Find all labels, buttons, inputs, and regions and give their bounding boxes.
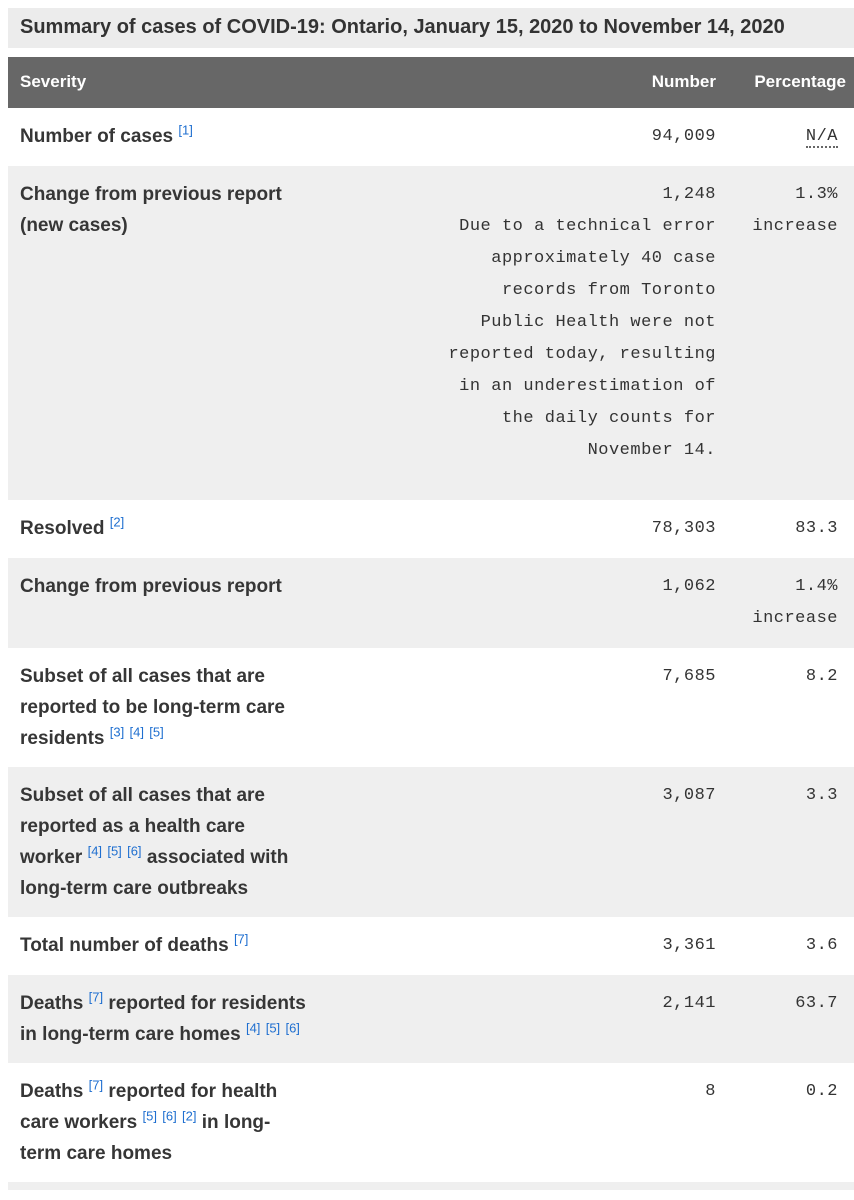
number-value: 7,685 <box>662 667 716 686</box>
cell-percentage: N/A <box>716 108 854 166</box>
row-label: Change from previous report <box>20 576 282 597</box>
cell-percentage: 1.3% increase <box>752 185 838 236</box>
cell-number: 78,303 <box>358 500 716 558</box>
cell-number: 1,062 <box>358 558 716 648</box>
table-header-row: Severity Number Percentage <box>8 57 854 108</box>
row-label: Subset of all cases that are reported as … <box>20 785 289 899</box>
cell-percentage: 1.4% increase <box>752 577 838 628</box>
footnote-link[interactable]: [6] <box>285 1020 300 1036</box>
cell-number: 1,248 Due to a technical error approximat… <box>358 166 716 500</box>
row-label: Subset of all cases that are reported to … <box>20 666 285 749</box>
table-row: Subset of all cases that are reported to … <box>8 648 854 767</box>
cell-number: 94,009 <box>358 108 716 166</box>
table-row: Deaths [7] reported for health care worke… <box>8 1063 854 1182</box>
footnote-link[interactable]: [7] <box>88 1077 104 1093</box>
footnote-link[interactable]: [5] <box>149 724 164 740</box>
cell-number: 7,685 <box>358 648 716 767</box>
footnote-link[interactable]: [4] <box>87 843 103 859</box>
number-value: 3,361 <box>662 936 716 955</box>
table-body: Number of cases [1] 94,009 N/A Change from … <box>8 108 854 1182</box>
footnote-link[interactable]: [5] <box>107 843 122 859</box>
table-row: Change from previous report 1,062 1.4% inc… <box>8 558 854 648</box>
row-label: Deaths [7] reported for health care worke… <box>20 1077 278 1164</box>
table-caption: Summary of cases of COVID-19: Ontario, J… <box>8 8 854 48</box>
footnote-link[interactable]: [6] <box>162 1108 177 1124</box>
row-label: Change from previous report (new cases) <box>20 184 282 236</box>
col-header-severity: Severity <box>8 57 358 108</box>
number-value: 78,303 <box>651 519 716 538</box>
cell-number: 2,141 <box>358 975 716 1063</box>
number-value: 3,087 <box>662 786 716 805</box>
cell-number: 8 <box>358 1063 716 1182</box>
footnote-link[interactable]: [4] <box>245 1020 261 1036</box>
col-header-percentage: Percentage <box>716 57 854 108</box>
footnote-link[interactable]: [4] <box>129 724 144 740</box>
row-label: Number of cases [1] <box>20 122 193 147</box>
cell-percentage: 0.2 <box>805 1082 838 1101</box>
table-row: Resolved [2] 78,303 83.3 <box>8 500 854 558</box>
table-row: Number of cases [1] 94,009 N/A <box>8 108 854 166</box>
footnote-link[interactable]: [3] <box>109 724 125 740</box>
cell-percentage: 8.2 <box>805 667 838 686</box>
row-label: Deaths [7] reported for residents in long… <box>20 989 306 1045</box>
table-row: Change from previous report (new cases) 1,… <box>8 166 854 500</box>
footnote-link[interactable]: [7] <box>233 931 249 947</box>
row-label: Total number of deaths [7] <box>20 931 249 956</box>
not-applicable-abbr: N/A <box>805 127 838 148</box>
number-value: 1,062 <box>662 577 716 596</box>
footnote-link[interactable]: [2] <box>109 514 125 530</box>
table-row: Subset of all cases that are reported as … <box>8 767 854 917</box>
footnote-link[interactable]: [5] <box>142 1108 157 1124</box>
footnote-link[interactable]: [6] <box>127 843 142 859</box>
cell-percentage: 83.3 <box>795 519 838 538</box>
number-value: 2,141 <box>662 994 716 1013</box>
cell-percentage: 3.3 <box>805 786 838 805</box>
summary-table: Severity Number Percentage Number of cas… <box>8 57 854 1182</box>
number-value: 1,248 <box>662 185 716 204</box>
cell-number: 3,087 <box>358 767 716 917</box>
footnote-link[interactable]: [2] <box>182 1108 197 1124</box>
footnote-link[interactable]: [1] <box>178 122 193 138</box>
cell-percentage: 63.7 <box>795 994 838 1013</box>
footnote-link[interactable]: [7] <box>88 989 104 1005</box>
cell-percentage: 3.6 <box>805 936 838 955</box>
footnote-link[interactable]: [5] <box>265 1020 281 1036</box>
number-value: 94,009 <box>651 127 716 146</box>
number-value: 8 <box>705 1082 716 1101</box>
covid-summary-page: Summary of cases of COVID-19: Ontario, J… <box>8 0 854 1190</box>
table-row: Deaths [7] reported for residents in long… <box>8 975 854 1063</box>
col-header-number: Number <box>358 57 716 108</box>
cell-number: 3,361 <box>358 917 716 975</box>
row-label: Resolved [2] <box>20 514 125 539</box>
number-note: Due to a technical error approximately 4… <box>448 217 716 460</box>
table-row-partial <box>8 1182 854 1190</box>
table-row: Total number of deaths [7] 3,361 3.6 <box>8 917 854 975</box>
